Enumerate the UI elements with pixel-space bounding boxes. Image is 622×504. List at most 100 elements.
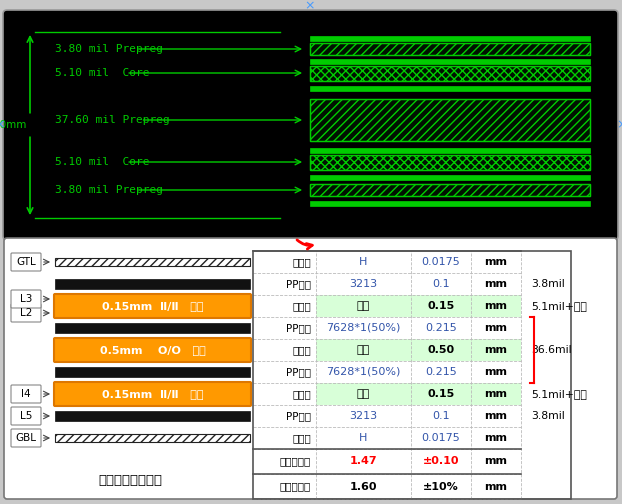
Bar bbox=[310, 99, 590, 141]
Text: 芜板：: 芜板： bbox=[292, 389, 311, 399]
Bar bbox=[55, 279, 250, 289]
Text: ×: × bbox=[616, 118, 622, 132]
Bar bbox=[55, 258, 250, 266]
Text: ×: × bbox=[305, 0, 315, 12]
Text: 3.8mil: 3.8mil bbox=[531, 279, 565, 289]
Text: 3.80 mil Prepreg: 3.80 mil Prepreg bbox=[55, 185, 163, 195]
Text: 3213: 3213 bbox=[350, 279, 378, 289]
Bar bbox=[310, 201, 590, 206]
Text: 1.60mm: 1.60mm bbox=[0, 120, 27, 130]
Text: ±0.10: ±0.10 bbox=[423, 457, 459, 467]
Text: mm: mm bbox=[485, 457, 508, 467]
Text: H: H bbox=[360, 433, 368, 443]
FancyBboxPatch shape bbox=[11, 304, 41, 322]
Text: 5.10 mil  Core: 5.10 mil Core bbox=[55, 68, 149, 78]
Text: PP胶：: PP胶： bbox=[286, 411, 311, 421]
Text: PP胶：: PP胶： bbox=[286, 323, 311, 333]
Bar bbox=[310, 43, 590, 55]
Text: 5.10 mil  Core: 5.10 mil Core bbox=[55, 157, 149, 167]
Bar bbox=[310, 66, 590, 81]
Bar bbox=[316, 339, 521, 361]
Text: mm: mm bbox=[485, 433, 508, 443]
Text: 压合厕度：: 压合厕度： bbox=[280, 457, 311, 467]
Bar bbox=[253, 251, 571, 499]
FancyBboxPatch shape bbox=[54, 294, 251, 318]
FancyBboxPatch shape bbox=[11, 290, 41, 308]
Text: H: H bbox=[360, 257, 368, 267]
Bar bbox=[310, 155, 590, 169]
FancyBboxPatch shape bbox=[4, 238, 617, 499]
Text: 5.1mil+铜厘: 5.1mil+铜厘 bbox=[531, 301, 587, 311]
Bar bbox=[310, 148, 590, 153]
Bar bbox=[55, 367, 250, 377]
Text: 0.0175: 0.0175 bbox=[422, 257, 460, 267]
Text: 3.80 mil Prepreg: 3.80 mil Prepreg bbox=[55, 44, 163, 54]
FancyBboxPatch shape bbox=[11, 429, 41, 447]
Text: 芜板：: 芜板： bbox=[292, 345, 311, 355]
Text: 5.1mil+铜厘: 5.1mil+铜厘 bbox=[531, 389, 587, 399]
Text: 铜厘：: 铜厘： bbox=[292, 433, 311, 443]
Bar bbox=[55, 411, 250, 421]
Bar bbox=[310, 58, 590, 64]
Text: PP胶：: PP胶： bbox=[286, 367, 311, 377]
Bar bbox=[55, 434, 250, 442]
Bar bbox=[55, 323, 250, 333]
Text: 3213: 3213 bbox=[350, 411, 378, 421]
Bar bbox=[310, 174, 590, 179]
Text: 含铜: 含铜 bbox=[357, 301, 370, 311]
Text: 含铜: 含铜 bbox=[357, 389, 370, 399]
Text: GBL: GBL bbox=[16, 433, 37, 443]
Text: 芜板：: 芜板： bbox=[292, 301, 311, 311]
Text: L5: L5 bbox=[20, 411, 32, 421]
Bar bbox=[316, 295, 521, 317]
Text: 7628*1(50%): 7628*1(50%) bbox=[327, 323, 401, 333]
Text: 0.1: 0.1 bbox=[432, 279, 450, 289]
Text: 0.1: 0.1 bbox=[432, 411, 450, 421]
Text: 成品板厕：: 成品板厕： bbox=[280, 481, 311, 491]
Bar bbox=[316, 383, 521, 405]
Text: 0.0175: 0.0175 bbox=[422, 433, 460, 443]
FancyBboxPatch shape bbox=[3, 10, 618, 240]
Bar bbox=[310, 99, 590, 141]
Text: 37.60 mil Prepreg: 37.60 mil Prepreg bbox=[55, 115, 170, 125]
Text: 0.215: 0.215 bbox=[425, 367, 457, 377]
FancyBboxPatch shape bbox=[11, 407, 41, 425]
Text: 铜厘：: 铜厘： bbox=[292, 257, 311, 267]
Text: 1.47: 1.47 bbox=[350, 457, 378, 467]
Text: mm: mm bbox=[485, 389, 508, 399]
Text: 3.8mil: 3.8mil bbox=[531, 411, 565, 421]
Text: 36.6mil: 36.6mil bbox=[531, 345, 572, 355]
Bar bbox=[310, 35, 590, 40]
Text: mm: mm bbox=[485, 367, 508, 377]
FancyBboxPatch shape bbox=[11, 253, 41, 271]
Text: 0.50: 0.50 bbox=[427, 345, 455, 355]
Text: 八层板压合结构图: 八层板压合结构图 bbox=[98, 473, 162, 486]
Text: 0.15mm  Ⅱ/Ⅱ   含铜: 0.15mm Ⅱ/Ⅱ 含铜 bbox=[102, 389, 203, 399]
Text: L2: L2 bbox=[20, 308, 32, 318]
Text: 0.15: 0.15 bbox=[427, 301, 455, 311]
Text: 光板: 光板 bbox=[357, 345, 370, 355]
Bar bbox=[310, 66, 590, 81]
Bar bbox=[310, 43, 590, 55]
FancyBboxPatch shape bbox=[54, 338, 251, 362]
FancyBboxPatch shape bbox=[11, 385, 41, 403]
Bar bbox=[310, 184, 590, 196]
Text: 0.15mm  Ⅱ/Ⅱ   含铜: 0.15mm Ⅱ/Ⅱ 含铜 bbox=[102, 301, 203, 311]
Text: l4: l4 bbox=[21, 389, 31, 399]
Bar bbox=[310, 86, 590, 91]
Bar bbox=[310, 155, 590, 169]
Text: mm: mm bbox=[485, 411, 508, 421]
Text: PP胶：: PP胶： bbox=[286, 279, 311, 289]
Text: GTL: GTL bbox=[16, 257, 36, 267]
Bar bbox=[310, 184, 590, 196]
Text: ±10%: ±10% bbox=[423, 481, 459, 491]
Text: mm: mm bbox=[485, 257, 508, 267]
Text: 0.5mm    O/O   光板: 0.5mm O/O 光板 bbox=[100, 345, 205, 355]
Text: 0.215: 0.215 bbox=[425, 323, 457, 333]
Text: ×: × bbox=[0, 118, 5, 132]
FancyBboxPatch shape bbox=[54, 382, 251, 406]
Text: 1.60: 1.60 bbox=[350, 481, 378, 491]
Text: mm: mm bbox=[485, 301, 508, 311]
Text: mm: mm bbox=[485, 279, 508, 289]
Text: L3: L3 bbox=[20, 294, 32, 304]
